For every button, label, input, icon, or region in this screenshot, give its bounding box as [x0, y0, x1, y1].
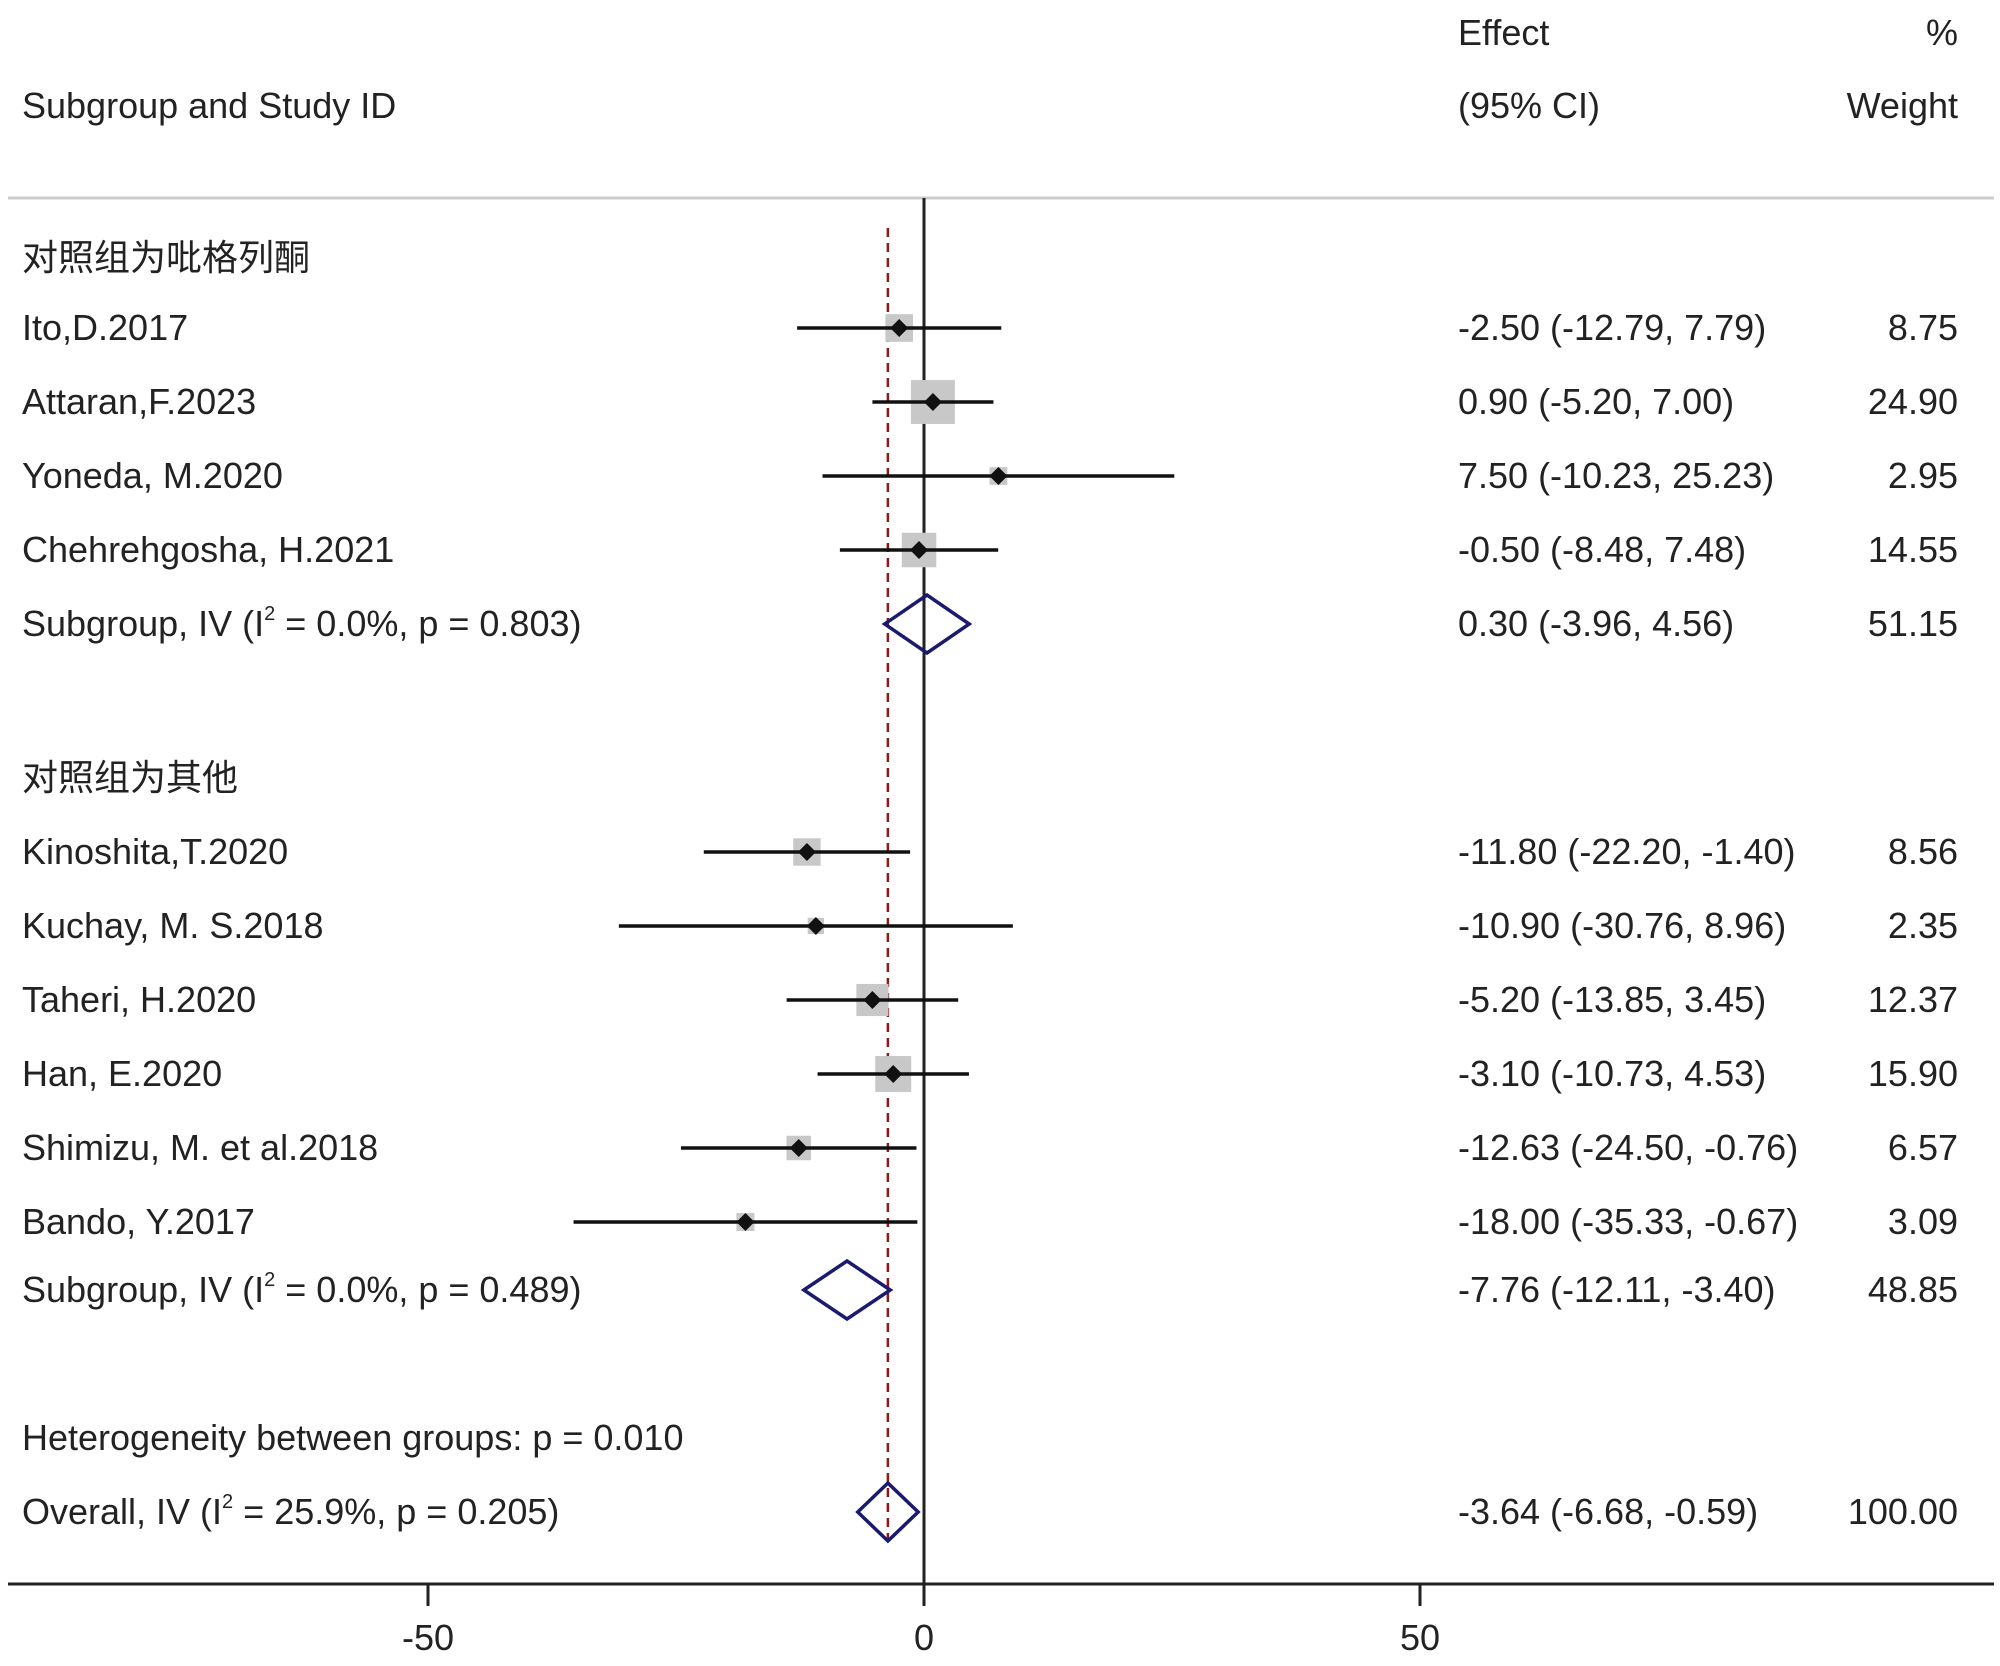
overall-diamond [855, 1480, 921, 1544]
subgroup-label-stats: = 0.0%, p = 0.803) [275, 603, 581, 644]
effect-ci-value: 0.30 (-3.96, 4.56) [1458, 603, 1734, 644]
study-label: Kinoshita,T.2020 [22, 831, 288, 872]
heterogeneity-note: Heterogeneity between groups: p = 0.010 [22, 1417, 683, 1458]
weight-value: 3.09 [1888, 1201, 1958, 1242]
subgroup-label: Subgroup, IV (I2 = 0.0%, p = 0.803) [22, 603, 581, 644]
weight-value: 14.55 [1868, 529, 1958, 570]
study-label: Shimizu, M. et al.2018 [22, 1127, 378, 1168]
point-estimate [884, 1065, 903, 1083]
study-label: Ito,D.2017 [22, 307, 188, 348]
effect-ci-value: -5.20 (-13.85, 3.45) [1458, 979, 1766, 1020]
table-header: Subgroup and Study ID Effect (95% CI) % … [8, 12, 1994, 200]
header-effect-line1: Effect [1458, 12, 1549, 53]
point-estimate [910, 541, 929, 559]
effect-ci-value: -12.63 (-24.50, -0.76) [1458, 1127, 1798, 1168]
weight-value: 24.90 [1868, 381, 1958, 422]
point-estimate [736, 1213, 755, 1231]
effect-ci-value: -3.10 (-10.73, 4.53) [1458, 1053, 1766, 1094]
weight-value: 8.75 [1888, 307, 1958, 348]
effect-ci-value: -10.90 (-30.76, 8.96) [1458, 905, 1786, 946]
subgroup-label-superscript: 2 [264, 1269, 275, 1291]
point-estimate [863, 991, 882, 1009]
weight-value: 12.37 [1868, 979, 1958, 1020]
study-rows: 对照组为吡格列酮 Ito,D.2017 -2.50 (-12.79, 7.79) 8.… [22, 237, 1958, 1544]
weight-value: 6.57 [1888, 1127, 1958, 1168]
study-label: Taheri, H.2020 [22, 979, 256, 1020]
subgroup-label-text: Subgroup, IV (I [22, 603, 264, 644]
weight-value: 15.90 [1868, 1053, 1958, 1094]
x-axis: -50 0 50 [8, 1582, 1994, 1658]
point-estimate [806, 917, 825, 935]
study-label: Yoneda, M.2020 [22, 455, 283, 496]
subgroup-label: Subgroup, IV (I2 = 0.0%, p = 0.489) [22, 1269, 581, 1310]
subgroup-diamond [800, 1258, 894, 1322]
point-estimate [797, 843, 816, 861]
header-label-column: Subgroup and Study ID [22, 85, 396, 126]
overall-label-superscript: 2 [222, 1491, 233, 1513]
subgroup-label-superscript: 2 [264, 603, 275, 625]
effect-ci-value: -3.64 (-6.68, -0.59) [1458, 1491, 1758, 1532]
effect-ci-value: 7.50 (-10.23, 25.23) [1458, 455, 1774, 496]
study-label: Bando, Y.2017 [22, 1201, 255, 1242]
effect-ci-value: -0.50 (-8.48, 7.48) [1458, 529, 1746, 570]
effect-ci-value: -11.80 (-22.20, -1.40) [1458, 831, 1796, 872]
x-tick-label: 50 [1400, 1617, 1440, 1658]
reference-lines [886, 198, 926, 1584]
header-weight-line1: % [1926, 12, 1958, 53]
study-label: Han, E.2020 [22, 1053, 222, 1094]
overall-label-text: Overall, IV (I [22, 1491, 222, 1532]
study-label: Attaran,F.2023 [22, 381, 256, 422]
weight-value: 100.00 [1848, 1491, 1958, 1532]
weight-value: 2.35 [1888, 905, 1958, 946]
subgroup-label-stats: = 0.0%, p = 0.489) [275, 1269, 581, 1310]
point-estimate [989, 467, 1008, 485]
header-effect-line2: (95% CI) [1458, 85, 1600, 126]
effect-ci-value: -2.50 (-12.79, 7.79) [1458, 307, 1766, 348]
study-label: Chehrehgosha, H.2021 [22, 529, 394, 570]
weight-value: 51.15 [1868, 603, 1958, 644]
group-heading: 对照组为其他 [22, 757, 238, 798]
header-weight-line2: Weight [1847, 85, 1958, 126]
point-estimate [789, 1139, 808, 1157]
x-tick-label: -50 [402, 1617, 454, 1658]
weight-value: 8.56 [1888, 831, 1958, 872]
subgroup-label-text: Subgroup, IV (I [22, 1269, 264, 1310]
x-tick-label: 0 [914, 1617, 934, 1658]
overall-label: Overall, IV (I2 = 25.9%, p = 0.205) [22, 1491, 559, 1532]
weight-value: 48.85 [1868, 1269, 1958, 1310]
point-estimate [923, 393, 942, 411]
effect-ci-value: -18.00 (-35.33, -0.67) [1458, 1201, 1798, 1242]
effect-ci-value: 0.90 (-5.20, 7.00) [1458, 381, 1734, 422]
study-label: Kuchay, M. S.2018 [22, 905, 324, 946]
point-estimate [890, 319, 909, 337]
overall-label-stats: = 25.9%, p = 0.205) [233, 1491, 559, 1532]
subgroup-diamond [881, 592, 973, 656]
weight-value: 2.95 [1888, 455, 1958, 496]
group-heading: 对照组为吡格列酮 [22, 237, 310, 278]
effect-ci-value: -7.76 (-12.11, -3.40) [1458, 1269, 1776, 1310]
